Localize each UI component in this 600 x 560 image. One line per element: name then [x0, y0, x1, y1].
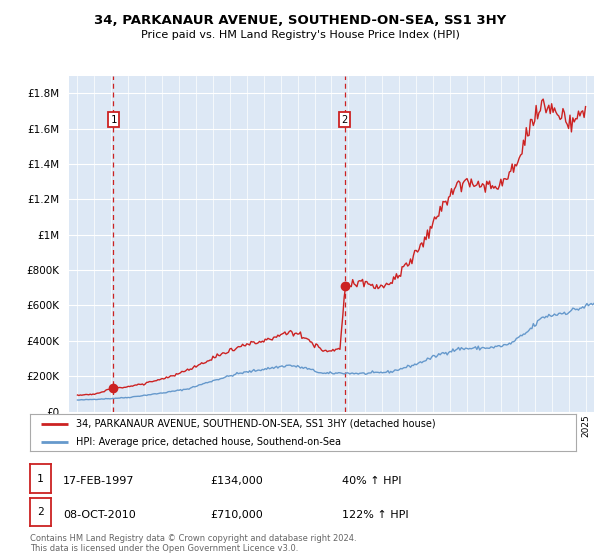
Text: 1: 1 — [37, 474, 44, 483]
Text: Contains HM Land Registry data © Crown copyright and database right 2024.
This d: Contains HM Land Registry data © Crown c… — [30, 534, 356, 553]
Text: 2: 2 — [341, 115, 348, 125]
Text: £710,000: £710,000 — [210, 510, 263, 520]
Text: 34, PARKANAUR AVENUE, SOUTHEND-ON-SEA, SS1 3HY: 34, PARKANAUR AVENUE, SOUTHEND-ON-SEA, S… — [94, 14, 506, 27]
Text: 1: 1 — [110, 115, 116, 125]
Text: 122% ↑ HPI: 122% ↑ HPI — [342, 510, 409, 520]
Text: HPI: Average price, detached house, Southend-on-Sea: HPI: Average price, detached house, Sout… — [76, 437, 341, 447]
Text: 34, PARKANAUR AVENUE, SOUTHEND-ON-SEA, SS1 3HY (detached house): 34, PARKANAUR AVENUE, SOUTHEND-ON-SEA, S… — [76, 418, 436, 428]
Text: 08-OCT-2010: 08-OCT-2010 — [63, 510, 136, 520]
Text: 40% ↑ HPI: 40% ↑ HPI — [342, 476, 401, 486]
Text: Price paid vs. HM Land Registry's House Price Index (HPI): Price paid vs. HM Land Registry's House … — [140, 30, 460, 40]
Text: 2: 2 — [37, 507, 44, 517]
Text: £134,000: £134,000 — [210, 476, 263, 486]
Text: 17-FEB-1997: 17-FEB-1997 — [63, 476, 134, 486]
